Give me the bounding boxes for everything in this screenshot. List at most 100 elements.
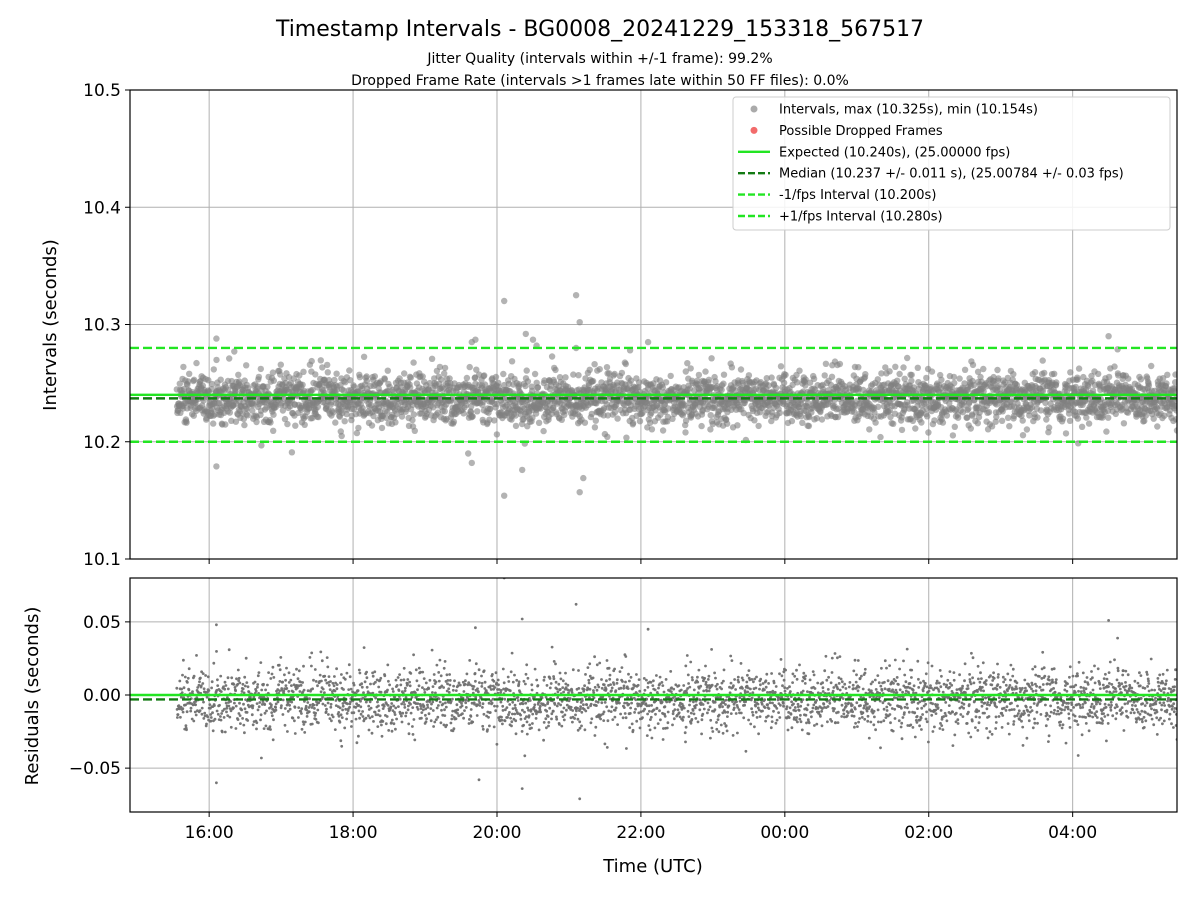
residuals-point <box>563 713 567 717</box>
residuals-point <box>554 662 557 666</box>
residuals-point <box>241 687 245 691</box>
residuals-point <box>571 709 575 712</box>
intervals-point <box>707 412 714 419</box>
intervals-point <box>618 369 626 377</box>
residuals-point <box>583 684 586 688</box>
residuals-point <box>544 717 548 721</box>
intervals-point <box>802 376 809 383</box>
residuals-point <box>209 716 213 719</box>
residuals-point <box>574 713 577 717</box>
intervals-point <box>371 373 378 380</box>
residuals-point <box>302 688 306 692</box>
residuals-point <box>635 719 639 723</box>
residuals-point <box>320 679 323 683</box>
intervals-point <box>804 399 812 406</box>
residuals-point <box>307 706 311 709</box>
intervals-point <box>669 415 676 422</box>
residuals-point <box>490 701 494 705</box>
residuals-point <box>407 704 410 708</box>
residuals-point <box>507 713 510 717</box>
intervals-point <box>1088 372 1095 380</box>
residuals-point <box>291 716 295 720</box>
residuals-point <box>480 685 484 688</box>
residuals-point <box>369 706 373 710</box>
intervals-point <box>515 381 523 388</box>
residuals-point <box>548 677 552 680</box>
residuals-point <box>306 689 310 693</box>
residuals-point <box>456 708 460 712</box>
residuals-point <box>445 723 448 727</box>
residuals-point <box>312 703 316 707</box>
residuals-point <box>242 702 245 706</box>
residuals-point <box>378 714 382 718</box>
residuals-point <box>449 700 453 703</box>
residuals-point <box>615 681 619 685</box>
residuals-point <box>218 703 221 707</box>
intervals-point <box>436 363 444 371</box>
residuals-point <box>424 681 428 685</box>
intervals-point <box>1154 423 1161 430</box>
residuals-point <box>181 710 185 714</box>
residuals-point <box>516 712 519 715</box>
residuals-point <box>638 726 642 730</box>
residuals-point <box>201 682 205 685</box>
intervals-point <box>994 366 1001 374</box>
intervals-point <box>324 361 331 369</box>
residuals-point <box>240 690 244 693</box>
residuals-point <box>570 688 574 692</box>
residuals-point <box>288 703 291 707</box>
residuals-point <box>502 681 506 685</box>
intervals-point <box>541 377 548 384</box>
residuals-point <box>179 705 183 709</box>
residuals-point <box>450 714 454 717</box>
residuals-point <box>550 712 554 716</box>
residuals-point <box>449 721 453 725</box>
residuals-point <box>616 723 619 726</box>
residuals-point <box>580 710 584 714</box>
residuals-point <box>373 670 377 674</box>
residuals-point <box>480 674 483 678</box>
residuals-point <box>408 680 411 684</box>
intervals-point <box>603 364 611 371</box>
intervals-point <box>473 366 480 373</box>
residuals-point <box>496 678 500 682</box>
residuals-point <box>587 681 591 685</box>
residuals-point <box>596 700 600 704</box>
residuals-point <box>453 679 456 683</box>
intervals-point <box>627 377 635 384</box>
intervals-point <box>635 379 643 386</box>
residuals-point <box>434 718 438 721</box>
residuals-point <box>441 713 445 717</box>
intervals-point <box>1145 382 1153 389</box>
intervals-point <box>720 371 728 378</box>
residuals-point <box>277 663 281 667</box>
intervals-point <box>534 384 542 391</box>
residuals-point <box>319 690 323 694</box>
residuals-point <box>251 704 255 708</box>
intervals-point <box>319 364 326 371</box>
residuals-point <box>331 681 335 685</box>
intervals-point <box>998 417 1006 424</box>
residuals-point <box>658 675 662 679</box>
residuals-point <box>303 720 307 724</box>
residuals-point <box>595 704 598 707</box>
residuals-point <box>665 700 669 704</box>
residuals-point <box>327 713 330 716</box>
intervals-point <box>356 374 364 381</box>
intervals-point <box>1141 417 1148 425</box>
intervals-point <box>296 372 303 379</box>
residuals-point <box>547 721 551 724</box>
residuals-point <box>267 671 270 674</box>
intervals-point <box>806 413 813 421</box>
residuals-point <box>256 674 260 678</box>
residuals-point <box>623 712 627 715</box>
residuals-point <box>186 681 189 684</box>
intervals-point <box>309 386 316 394</box>
residuals-point <box>256 683 260 686</box>
residuals-point <box>261 700 265 703</box>
residuals-point <box>577 687 581 690</box>
residuals-point <box>618 701 621 705</box>
residuals-point <box>215 688 219 692</box>
residuals-point <box>394 706 398 710</box>
